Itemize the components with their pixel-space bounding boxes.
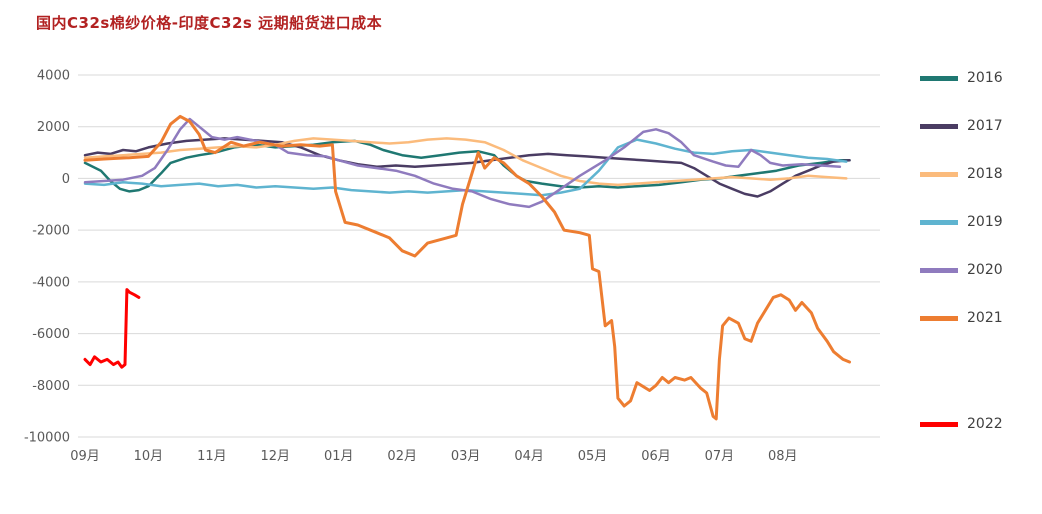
legend-swatch-2022: [920, 421, 958, 427]
legend-item-2019: 2019: [920, 212, 1003, 232]
y-axis-tick-label: 2000: [37, 120, 70, 135]
series-line-2018: [83, 137, 848, 187]
legend-item-2022: 2022: [920, 414, 1003, 434]
legend-item-2020: 2020: [920, 260, 1003, 280]
chart-legend: 2016 2017 2018 2019 2020 2021 2022: [920, 68, 1003, 434]
y-axis-tick-label: -2000: [32, 224, 70, 239]
y-axis-tick-label: -8000: [32, 379, 70, 394]
legend-label: 2018: [967, 166, 1003, 182]
legend-item-2016: 2016: [920, 68, 1003, 88]
legend-swatch-2020: [920, 267, 958, 273]
y-axis-tick-label: 0: [62, 172, 70, 187]
series-line-2021: [83, 114, 851, 421]
legend-label: 2016: [967, 70, 1003, 86]
legend-item-2018: 2018: [920, 164, 1003, 184]
legend-label: 2021: [967, 310, 1003, 326]
y-axis-tick-label: -6000: [32, 327, 70, 342]
legend-swatch-2018: [920, 171, 958, 177]
x-axis-tick-label: 01月: [324, 449, 354, 464]
x-axis-tick-label: 09月: [70, 449, 100, 464]
series-line-2020: [83, 117, 842, 209]
x-axis-tick-label: 03月: [451, 449, 481, 464]
legend-item-2021: 2021: [920, 308, 1003, 328]
x-axis-tick-label: 11月: [197, 449, 227, 464]
legend-label: 2020: [967, 262, 1003, 278]
legend-swatch-2016: [920, 75, 958, 81]
y-axis-tick-label: -10000: [24, 431, 70, 446]
x-axis-tick-label: 07月: [705, 449, 735, 464]
legend-label: 2019: [967, 214, 1003, 230]
legend-label: 2022: [967, 416, 1003, 432]
legend-swatch-2021: [920, 315, 958, 321]
x-axis-tick-label: 06月: [641, 449, 671, 464]
x-axis-tick-label: 08月: [768, 449, 798, 464]
x-axis-tick-label: 04月: [514, 449, 544, 464]
y-axis-tick-label: 4000: [37, 69, 70, 84]
legend-item-2017: 2017: [920, 116, 1003, 136]
x-axis-tick-label: 10月: [134, 449, 164, 464]
chart-title: 国内C32s棉纱价格-印度C32s 远期船货进口成本: [36, 14, 383, 32]
x-axis-tick-label: 12月: [261, 449, 291, 464]
x-axis-tick-label: 05月: [578, 449, 608, 464]
y-axis-tick-label: -4000: [32, 275, 70, 290]
x-axis-tick-label: 02月: [387, 449, 417, 464]
legend-swatch-2019: [920, 219, 958, 225]
legend-swatch-2017: [920, 123, 958, 129]
series-line-2022: [83, 288, 141, 369]
legend-label: 2017: [967, 118, 1003, 134]
